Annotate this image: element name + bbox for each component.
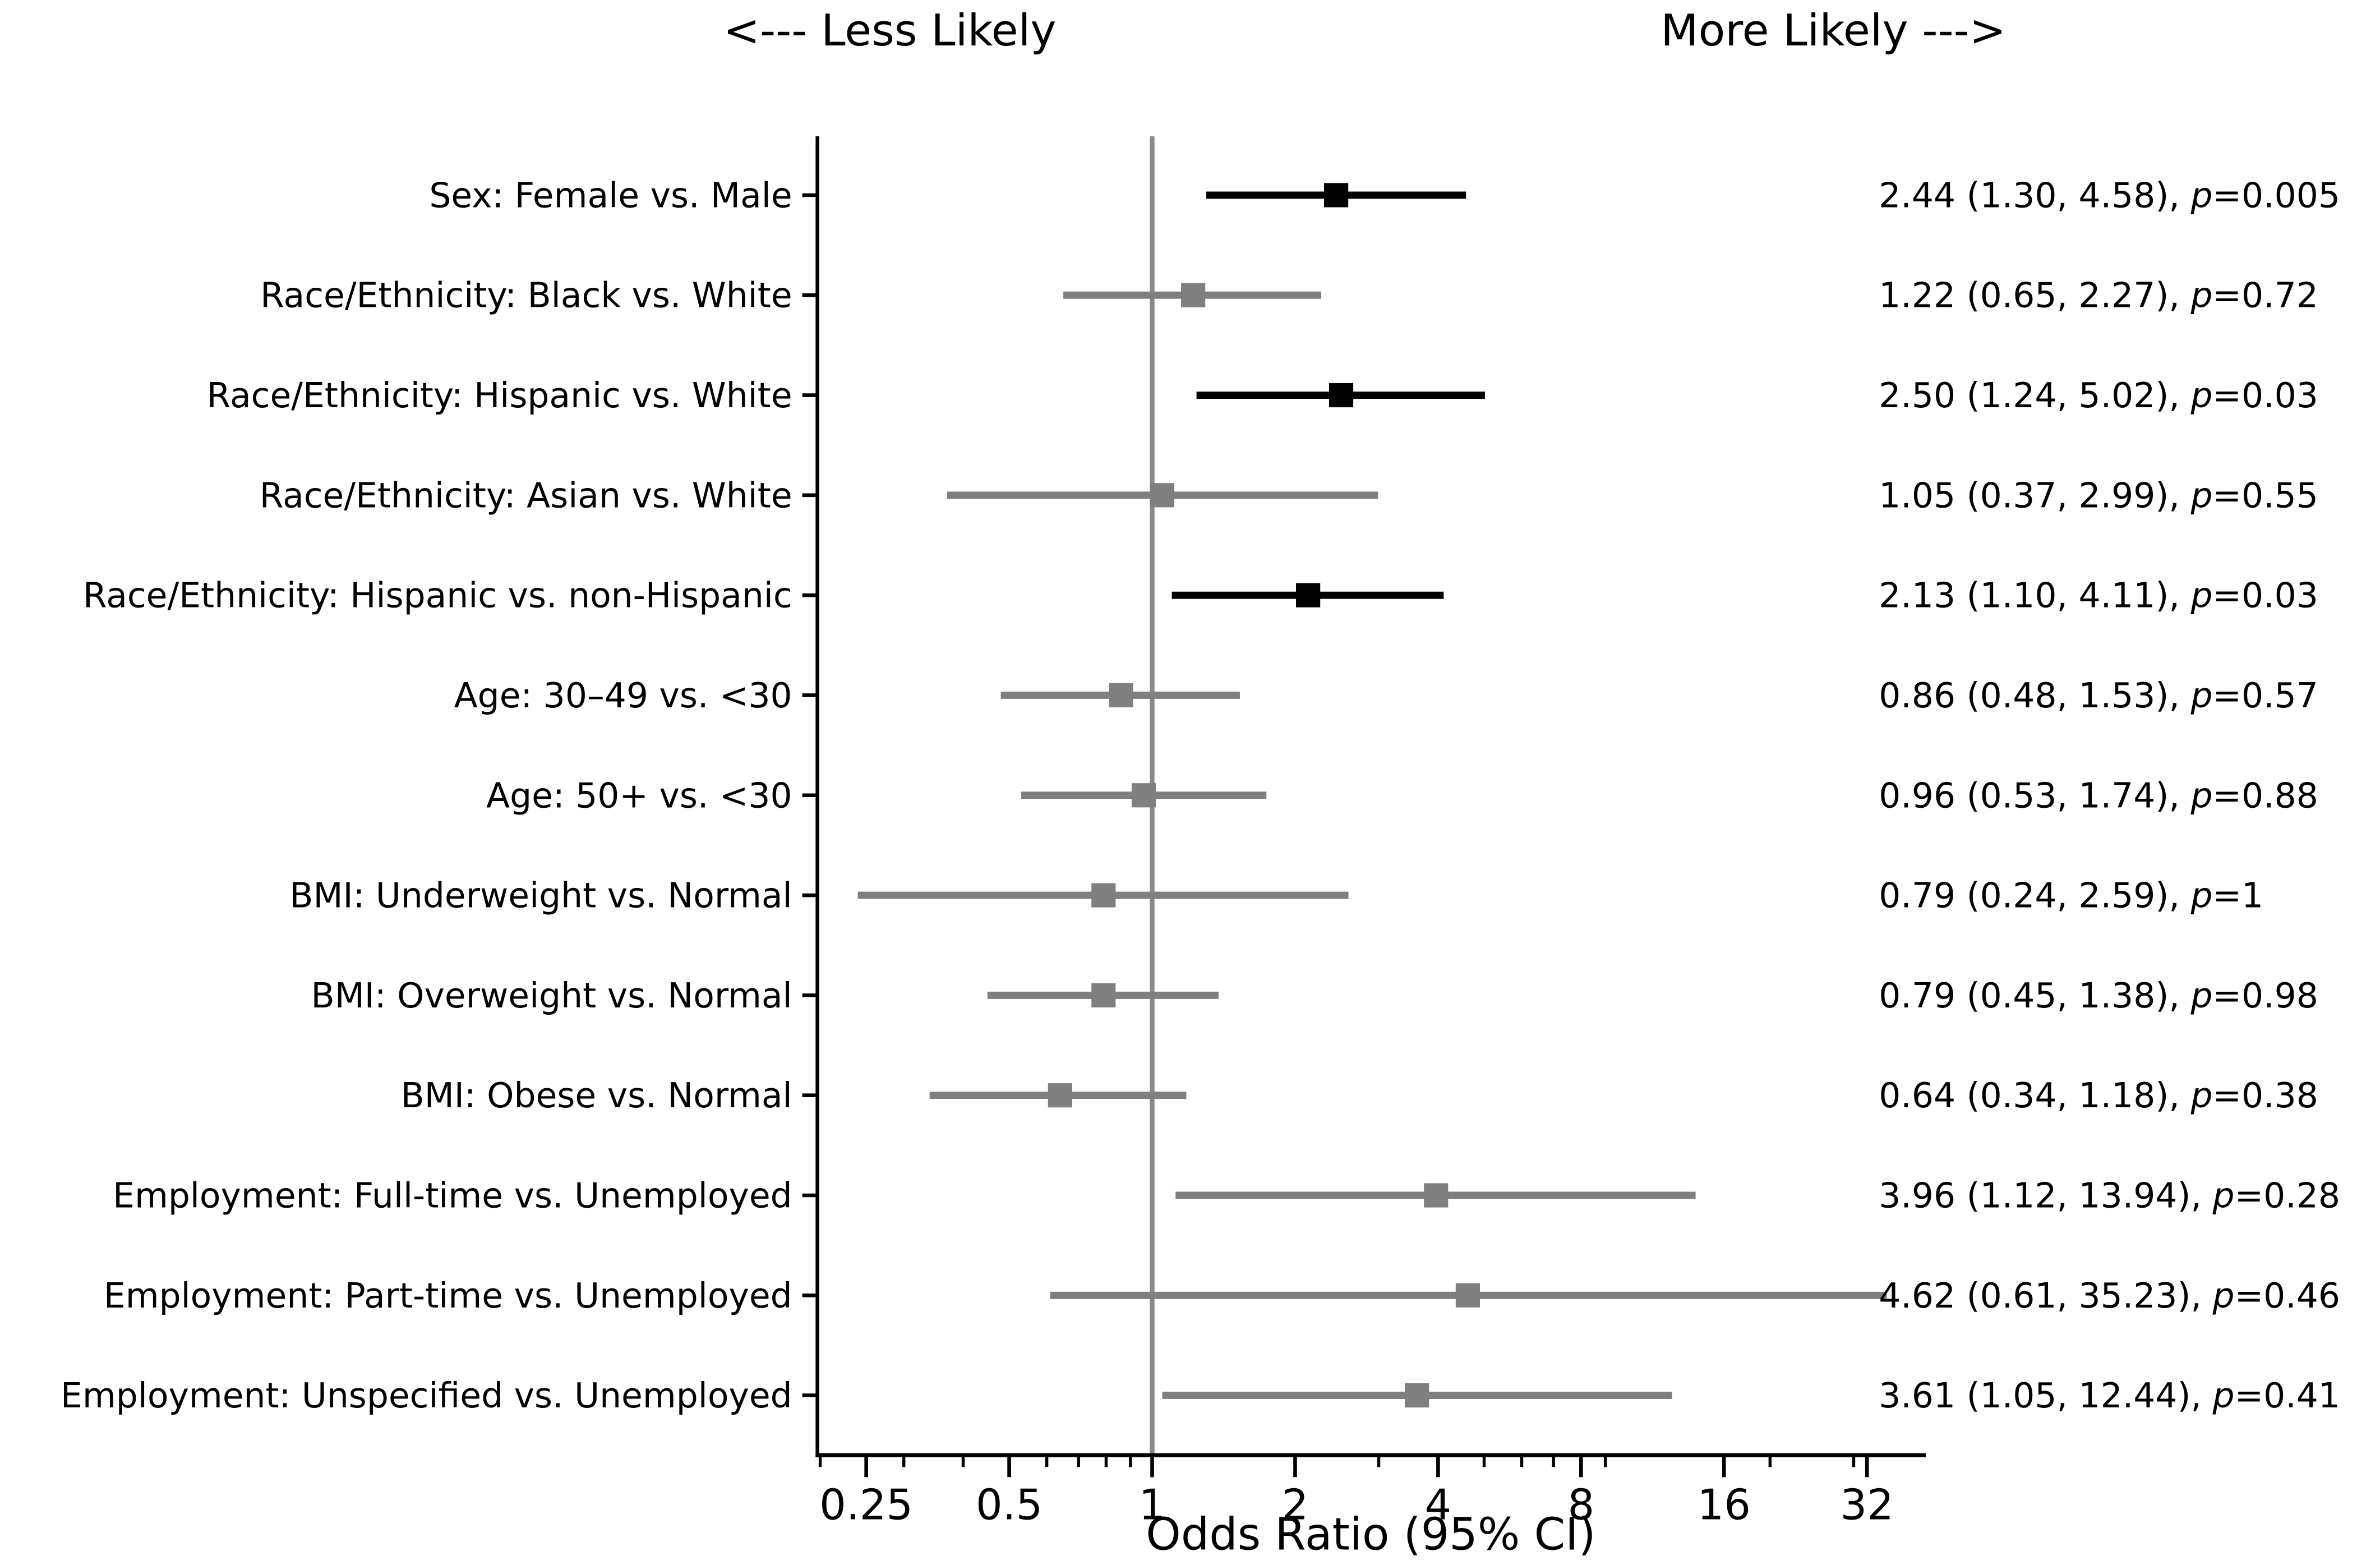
row-annotation: 0.96 (0.53, 1.74), p=0.88 [1879, 776, 2318, 816]
forest-row: Employment: Full-time vs. Unemployed 3.96… [113, 1176, 2340, 1216]
row-annotation: 0.86 (0.48, 1.53), p=0.57 [1879, 676, 2318, 716]
row-annotation: 2.44 (1.30, 4.58), p=0.005 [1879, 176, 2340, 215]
forest-row: Race/Ethnicity: Asian vs. White 1.05 (0.3… [260, 476, 2318, 515]
forest-row: Age: 30–49 vs. <30 0.86 (0.48, 1.53), p=0… [454, 676, 2318, 716]
row-label: Sex: Female vs. Male [429, 176, 792, 215]
row-annotation: 2.13 (1.10, 4.11), p=0.03 [1879, 576, 2318, 616]
forest-row: BMI: Overweight vs. Normal 0.79 (0.45, 1.… [311, 976, 2318, 1016]
row-label: Race/Ethnicity: Hispanic vs. non-Hispani… [83, 576, 792, 616]
row-label: Employment: Part-time vs. Unemployed [104, 1276, 792, 1316]
row-label: Age: 50+ vs. <30 [486, 776, 792, 816]
row-annotation: 1.05 (0.37, 2.99), p=0.55 [1879, 476, 2318, 515]
or-marker [1109, 683, 1133, 708]
or-marker [1455, 1283, 1480, 1308]
forest-row: Age: 50+ vs. <30 0.96 (0.53, 1.74), p=0.8… [486, 776, 2318, 816]
row-label: Race/Ethnicity: Asian vs. White [260, 476, 792, 515]
or-marker [1091, 983, 1116, 1007]
row-label: BMI: Obese vs. Normal [401, 1076, 792, 1116]
or-marker [1329, 383, 1354, 408]
x-tick-label: 1 [1139, 1480, 1166, 1529]
x-tick-label: 16 [1698, 1480, 1751, 1529]
x-tick-label: 4 [1425, 1480, 1452, 1529]
row-annotation: 0.64 (0.34, 1.18), p=0.38 [1879, 1076, 2318, 1116]
direction-label-left: <--- Less Likely [723, 6, 1057, 56]
row-label: Age: 30–49 vs. <30 [454, 676, 792, 716]
row-label: BMI: Overweight vs. Normal [311, 976, 792, 1016]
row-annotation: 0.79 (0.24, 2.59), p=1 [1879, 876, 2263, 916]
row-label: BMI: Underweight vs. Normal [289, 876, 792, 916]
or-marker [1296, 583, 1321, 607]
x-axis-ticks: 0.25 0.5 1 2 4 8 16 32 [819, 1455, 1894, 1529]
row-label: Race/Ethnicity: Hispanic vs. White [207, 376, 792, 416]
or-marker [1405, 1383, 1429, 1408]
x-tick-label: 0.25 [819, 1480, 913, 1529]
direction-label-right: More Likely ---> [1661, 6, 2006, 56]
or-marker [1424, 1183, 1449, 1208]
x-tick-label: 32 [1841, 1480, 1894, 1529]
or-marker [1181, 283, 1206, 307]
row-label: Employment: Full-time vs. Unemployed [113, 1176, 792, 1216]
forest-row: Race/Ethnicity: Hispanic vs. White 2.50 (… [207, 376, 2318, 416]
x-tick-label: 0.5 [976, 1480, 1043, 1529]
forest-row: Employment: Part-time vs. Unemployed 4.62… [104, 1276, 2340, 1316]
plot-area: 0.25 0.5 1 2 4 8 16 32 Sex: Female vs. Male 2.44 … [61, 136, 2340, 1529]
or-marker [1323, 183, 1349, 208]
row-label: Race/Ethnicity: Black vs. White [260, 276, 792, 316]
or-marker [1150, 483, 1175, 508]
or-marker [1091, 883, 1116, 908]
forest-row: Employment: Unspecified vs. Unemployed 3.… [61, 1376, 2340, 1416]
or-marker [1131, 783, 1156, 808]
x-tick-label: 8 [1567, 1480, 1594, 1529]
x-tick-label: 2 [1282, 1480, 1309, 1529]
row-annotation: 1.22 (0.65, 2.27), p=0.72 [1879, 276, 2318, 316]
row-annotation: 3.96 (1.12, 13.94), p=0.28 [1879, 1176, 2340, 1216]
row-annotation: 4.62 (0.61, 35.23), p=0.46 [1879, 1276, 2340, 1316]
forest-row: Race/Ethnicity: Black vs. White 1.22 (0.6… [260, 276, 2318, 316]
x-axis-title: Odds Ratio (95% CI) [1146, 1508, 1595, 1560]
forest-row: Sex: Female vs. Male 2.44 (1.30, 4.58), p… [429, 176, 2340, 215]
row-annotation: 2.50 (1.24, 5.02), p=0.03 [1879, 376, 2318, 416]
or-marker [1048, 1083, 1072, 1108]
row-label: Employment: Unspecified vs. Unemployed [61, 1376, 792, 1416]
forest-row: BMI: Underweight vs. Normal 0.79 (0.24, 2… [289, 876, 2263, 916]
row-annotation: 0.79 (0.45, 1.38), p=0.98 [1879, 976, 2318, 1016]
forest-row: BMI: Obese vs. Normal 0.64 (0.34, 1.18), … [401, 1076, 2318, 1116]
row-annotation: 3.61 (1.05, 12.44), p=0.41 [1879, 1376, 2340, 1416]
forest-row: Race/Ethnicity: Hispanic vs. non-Hispani… [83, 576, 2318, 616]
